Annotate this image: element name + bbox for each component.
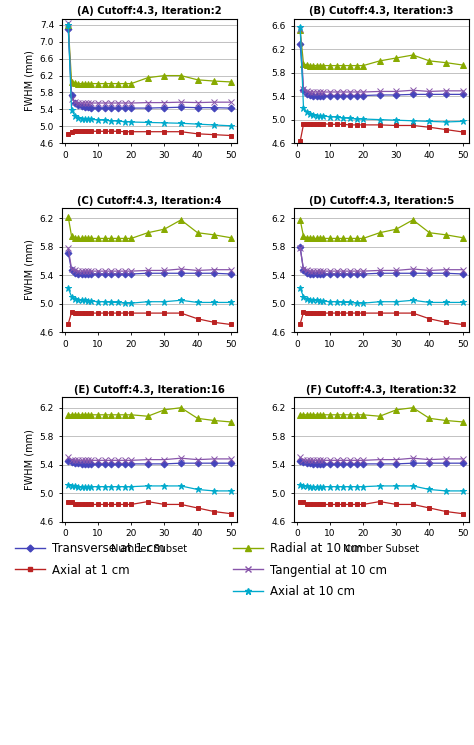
X-axis label: Number Subset: Number Subset xyxy=(343,544,419,554)
Y-axis label: FWHM (mm): FWHM (mm) xyxy=(24,51,34,111)
Title: (B) Cutoff:4.3, Iteration:3: (B) Cutoff:4.3, Iteration:3 xyxy=(309,7,454,16)
Title: (E) Cutoff:4.3, Iteration:16: (E) Cutoff:4.3, Iteration:16 xyxy=(74,385,225,395)
Title: (C) Cutoff:4.3, Iteration:4: (C) Cutoff:4.3, Iteration:4 xyxy=(77,196,222,206)
Title: (D) Cutoff:4.3, Iteration:5: (D) Cutoff:4.3, Iteration:5 xyxy=(309,196,454,206)
Legend: Transverse at 1 cm, Axial at 1 cm: Transverse at 1 cm, Axial at 1 cm xyxy=(15,542,164,577)
X-axis label: Number Subset: Number Subset xyxy=(111,544,188,554)
Title: (F) Cutoff:4.3, Iteration:32: (F) Cutoff:4.3, Iteration:32 xyxy=(306,385,456,395)
Y-axis label: FWHM (mm): FWHM (mm) xyxy=(24,429,34,489)
Legend: Radial at 10 cm, Tangential at 10 cm, Axial at 10 cm: Radial at 10 cm, Tangential at 10 cm, Ax… xyxy=(233,542,387,597)
Title: (A) Cutoff:4.3, Iteration:2: (A) Cutoff:4.3, Iteration:2 xyxy=(77,7,222,16)
Y-axis label: FWHM (mm): FWHM (mm) xyxy=(24,240,34,300)
